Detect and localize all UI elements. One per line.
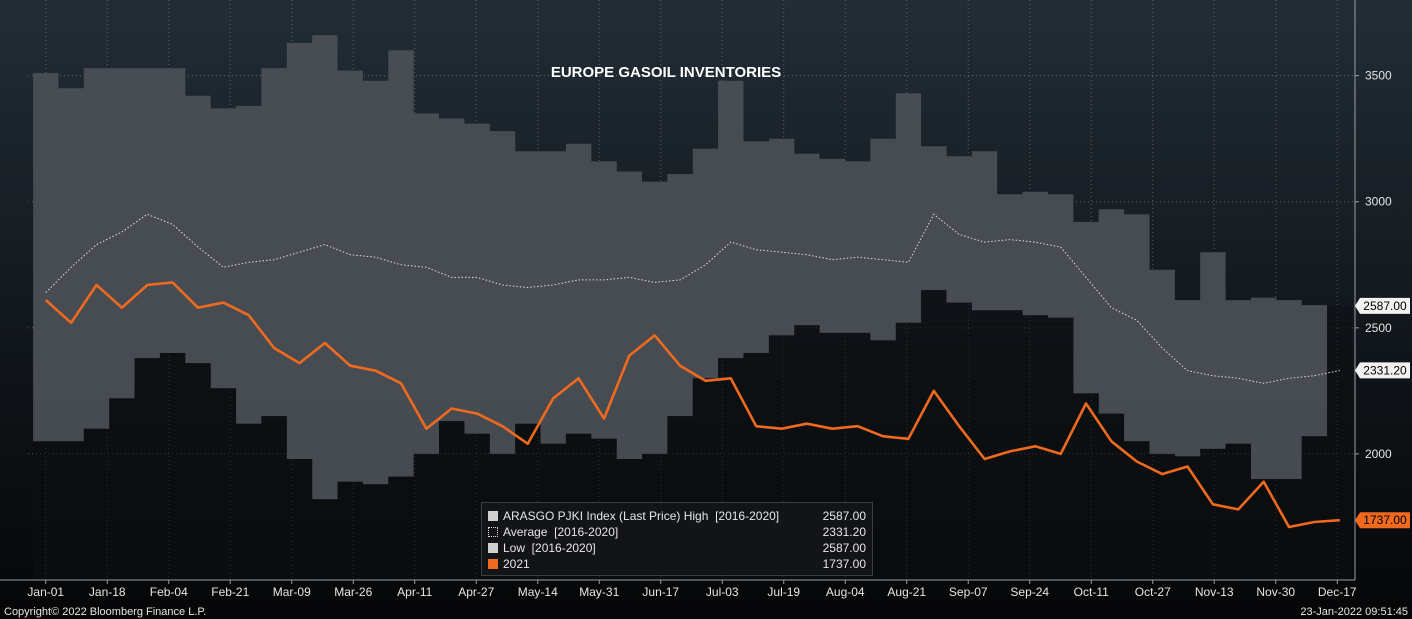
x-tick-label: Oct-27 [1135,585,1171,599]
legend-value: 2331.20 [822,525,866,539]
last-value-tag-label: 2587.00 [1363,299,1407,313]
last-value-tag-box [1355,297,1410,314]
x-tick-label: Jul-19 [767,585,800,599]
x-tick-label: Sep-24 [1010,585,1049,599]
legend-label: ARASGO PJKI Index (Last Price) High [201… [503,509,780,523]
y-tick-label: 3500 [1365,69,1392,83]
last-value-tags: 2587.00 2331.20 1737.00 [1355,297,1410,529]
legend-label: Low [2016-2020] [503,541,596,555]
y-tick-label: 3000 [1365,195,1392,209]
x-tick-label: Apr-11 [397,585,432,599]
last-value-tag: 1737.00 [1355,512,1410,529]
x-tick-label: Feb-21 [211,585,249,599]
last-value-tag: 2331.20 [1355,362,1410,379]
last-value-tag-label: 1737.00 [1363,513,1407,527]
legend-swatch-average [488,527,498,537]
last-value-tag-box [1355,362,1410,379]
legend-label: Average [2016-2020] [503,525,619,539]
x-tick-label: May-31 [579,585,619,599]
series-2021-path [44,281,1340,529]
x-tick-label: Aug-04 [826,585,865,599]
x-tick-label: Jan-18 [89,585,126,599]
chart-title: EUROPE GASOIL INVENTORIES [551,64,781,81]
legend-swatch-2021 [488,559,498,569]
legend-entry-2021: 2021 1737.00 [488,556,866,572]
x-tick-label: Nov-13 [1195,585,1234,599]
high-low-band [33,35,1353,580]
legend-label: 2021 [503,557,530,571]
legend-swatch-low [488,543,498,553]
y-tick-label: 2000 [1365,447,1392,461]
legend-entry-high: ARASGO PJKI Index (Last Price) High [201… [488,508,866,524]
chart-legend: ARASGO PJKI Index (Last Price) High [201… [481,502,873,576]
last-value-tag-box [1355,512,1410,529]
high-low-area [33,35,1353,500]
x-tick-label: Jun-17 [642,585,679,599]
average-line [45,213,1340,384]
below-low-area [33,290,1353,580]
x-tick-label: Jul-03 [706,585,739,599]
axes [0,0,1356,581]
x-tick-label: Nov-30 [1256,585,1295,599]
legend-value: 1737.00 [822,557,866,571]
x-tick-label: Mar-09 [273,585,311,599]
x-tick-label: Feb-04 [150,585,188,599]
x-tick-label: Jan-01 [27,585,64,599]
average-series-line [45,213,1340,384]
legend-value: 2587.00 [822,541,866,555]
legend-value: 2587.00 [822,509,866,523]
grid-lines [28,0,1355,580]
x-tick-labels: Jan-01 Jan-18 Feb-04 Feb-21 Mar-09 Mar-26 Apr-… [27,580,1357,599]
last-value-tag: 2587.00 [1355,297,1410,314]
legend-swatch-high [488,511,498,521]
timestamp-text: 23-Jan-2022 09:51:45 [1300,606,1408,618]
x-tick-label: May-14 [518,585,558,599]
legend-entry-average: Average [2016-2020] 2331.20 [488,524,866,540]
copyright-text: Copyright© 2022 Bloomberg Finance L.P. [4,606,207,618]
legend-entry-low: Low [2016-2020] 2587.00 [488,540,866,556]
x-tick-label: Sep-07 [949,585,988,599]
y-tick-labels: 2000 2500 3000 3500 [1355,69,1392,461]
x-tick-label: Aug-21 [887,585,926,599]
x-tick-label: Apr-27 [458,585,494,599]
last-value-tag-label: 2331.20 [1363,363,1407,377]
x-tick-label: Mar-26 [334,585,372,599]
x-tick-label: Oct-11 [1074,585,1109,599]
series-2021-line [44,281,1340,529]
x-tick-label: Dec-17 [1318,585,1357,599]
y-tick-label: 2500 [1365,321,1392,335]
